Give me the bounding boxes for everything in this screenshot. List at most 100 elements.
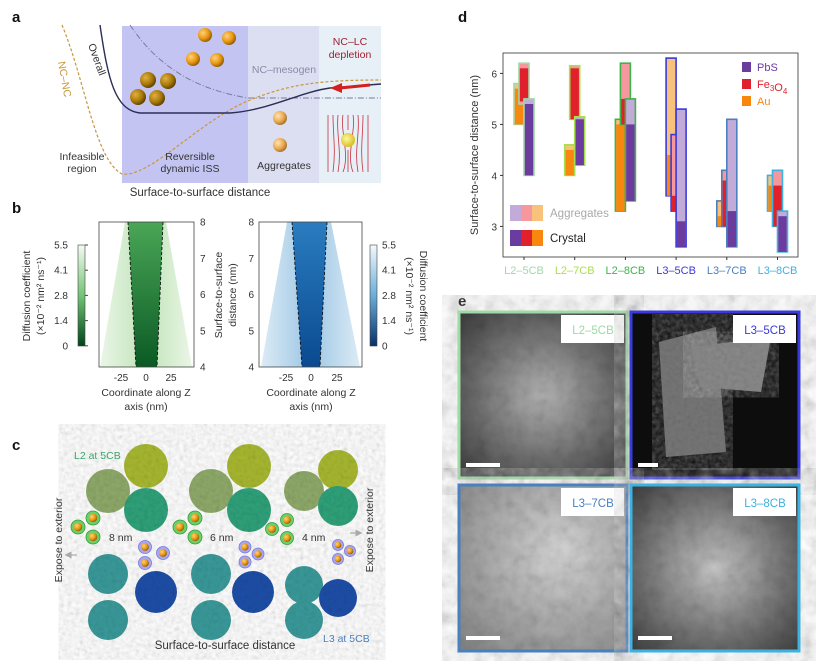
legend-swatch-aggregate_color xyxy=(521,205,532,221)
ligand-shell-cluster xyxy=(135,571,177,613)
nanocrystal-core xyxy=(334,555,342,563)
colorbar-blue xyxy=(369,244,378,347)
nc-nc-curve xyxy=(61,24,382,175)
panel-label-b: b xyxy=(12,200,21,217)
iss-label-2: dynamic ISS xyxy=(161,163,220,175)
x-tick: 25 xyxy=(331,373,343,384)
nanocrystal-core xyxy=(346,547,354,555)
colorbar-label-left-2: (×10⁻² nm² ns⁻¹) xyxy=(35,257,47,335)
legend-swatch-PbS xyxy=(742,62,751,72)
distance-8nm: 8 nm xyxy=(109,532,133,544)
distance-4nm: 4 nm xyxy=(302,532,326,544)
nanocrystal-core xyxy=(241,558,249,566)
y-tick: 5 xyxy=(248,326,254,337)
scale-bar xyxy=(638,463,658,467)
legend-swatch-aggregate_color xyxy=(510,205,521,221)
y-tick: 7 xyxy=(200,254,206,265)
ligand-shell-cluster xyxy=(189,469,233,513)
micrograph-label: L2–5CB xyxy=(572,325,614,337)
red-arrow xyxy=(339,83,371,90)
label-box xyxy=(733,488,796,516)
ligand-shell-cluster xyxy=(227,444,271,488)
micrograph-L3–8CB: L3–8CB xyxy=(629,483,801,653)
ligand-shell-cluster xyxy=(285,566,323,604)
infeasible-label-1: Infeasible xyxy=(60,151,105,163)
nanocrystal-core xyxy=(254,550,262,558)
x-tick-label: L3–8CB xyxy=(758,265,798,277)
panel-label-a: a xyxy=(12,9,21,26)
bar-crystal-PbS xyxy=(575,119,584,166)
y-tick: 6 xyxy=(200,290,206,301)
nanocrystal-core xyxy=(88,513,98,523)
x-tick-label: L3–5CB xyxy=(656,265,696,277)
ligand-shell-cluster xyxy=(88,600,128,640)
bar-crystal-Au xyxy=(616,124,625,212)
expose-right-label: Expose to exterior xyxy=(364,487,376,572)
expose-left-label: Expose to exterior xyxy=(53,497,65,582)
micrograph-label: L3–8CB xyxy=(744,498,786,510)
red-arrow-head xyxy=(330,83,342,93)
ligand-shell-cluster xyxy=(319,579,357,617)
scale-bar xyxy=(466,636,500,640)
micrograph-L3–7CB: L3–7CB xyxy=(457,483,629,653)
panel-b-xlabel-left-1: Coordinate along Z xyxy=(101,387,191,399)
x-tick-label: L2–5CB xyxy=(504,265,544,277)
x-tick-label: L2–8CB xyxy=(606,265,646,277)
ligand-shell-cluster xyxy=(227,488,271,532)
y-tick-label: 4 xyxy=(491,171,497,182)
colorbar-label-right-2: (×10⁻² nm² ns⁻¹) xyxy=(403,257,415,335)
colorbar-tick: 4.1 xyxy=(382,266,396,277)
colorbar-tick: 1.4 xyxy=(382,316,396,327)
micrograph-border xyxy=(629,310,801,480)
iss-label-1: Reversible xyxy=(165,151,215,163)
micrograph-border xyxy=(457,483,629,653)
bar-crystal-Au xyxy=(565,149,574,176)
x-tick: 0 xyxy=(143,373,149,384)
y-tick-label: 6 xyxy=(491,69,497,80)
micrograph-L3–5CB: L3–5CB xyxy=(629,310,801,480)
ligand-shell-cluster xyxy=(318,450,358,490)
label-box xyxy=(561,488,624,516)
x-tick: -25 xyxy=(114,373,129,384)
depletion-label-2: depletion xyxy=(329,49,372,61)
panel-c: c L2 at 5CB L3 at 5CB 8 nm 6 nm 4 nm Exp… xyxy=(12,437,376,652)
y-tick: 8 xyxy=(200,218,206,229)
bar-crystal-PbS xyxy=(676,221,686,247)
colorbar-green xyxy=(77,244,86,347)
nanocrystal-core xyxy=(268,525,276,533)
bar-crystal-PbS xyxy=(524,104,534,176)
colorbar-tick: 4.1 xyxy=(54,266,68,277)
x-tick-label: L2–7CB xyxy=(555,265,595,277)
l3-label: L3 at 5CB xyxy=(323,633,370,645)
bar-crystal-Fe3O4 xyxy=(773,185,782,227)
panel-label-c: c xyxy=(12,437,20,454)
ligand-shell-cluster xyxy=(86,469,130,513)
ligand-shell-cluster xyxy=(88,554,128,594)
ligand-shell-cluster xyxy=(124,444,168,488)
nanocrystal-core xyxy=(141,559,149,567)
x-tick: 0 xyxy=(308,373,314,384)
heatmap-blue xyxy=(258,221,363,368)
aggregates-label: Aggregates xyxy=(257,160,311,172)
colorbar-label-right-1: Diffusion coefficient xyxy=(417,251,429,342)
panel-d: d 3 4 5 6 L2–5CB L2–7CB L2–8CB L3–5CB L3–7CB L3–8… xyxy=(458,9,799,277)
overall-curve xyxy=(99,24,382,114)
panel-label-e: e xyxy=(458,293,466,310)
scale-bar xyxy=(466,463,500,467)
nanocrystal-core xyxy=(283,534,291,542)
nanocrystal-cluster xyxy=(130,28,287,152)
y-tick: 4 xyxy=(248,363,254,374)
legend-swatch-crystal_color xyxy=(521,230,532,246)
overall-label: Overall xyxy=(85,42,108,77)
panel-d-ylabel: Surface-to-surface distance (nm) xyxy=(469,75,481,235)
legend-label: Fe3O4 xyxy=(757,79,788,96)
ligand-shell-cluster xyxy=(285,601,323,639)
bar-crystal-PbS xyxy=(626,124,635,201)
legend-label: PbS xyxy=(757,62,778,74)
colorbar-tick: 2.8 xyxy=(54,291,68,302)
panel-b-ylabel-1: Surface-to-surface xyxy=(213,252,225,339)
legend-swatch-aggregate_color xyxy=(532,205,543,221)
region-depletion xyxy=(319,26,381,183)
y-tick-label: 5 xyxy=(491,120,497,131)
